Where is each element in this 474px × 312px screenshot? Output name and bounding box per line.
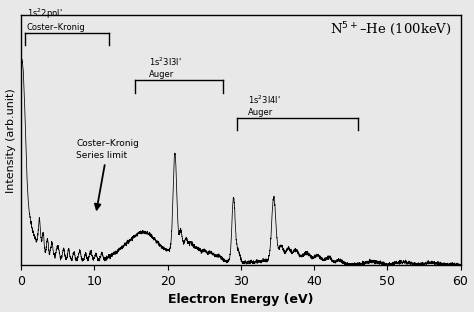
X-axis label: Electron Energy (eV): Electron Energy (eV) [168, 294, 314, 306]
Text: N$^{5+}$–He (100keV): N$^{5+}$–He (100keV) [330, 20, 452, 38]
Text: 1s$^2$3l4l'
Auger: 1s$^2$3l4l' Auger [248, 93, 281, 117]
Text: Coster–Kronig
Series limit: Coster–Kronig Series limit [76, 139, 139, 210]
Text: 1s$^2$2pnl'
Coster–Kronig: 1s$^2$2pnl' Coster–Kronig [27, 6, 86, 32]
Y-axis label: Intensity (arb.unit): Intensity (arb.unit) [6, 88, 16, 193]
Text: 1s$^2$3l3l'
Auger: 1s$^2$3l3l' Auger [149, 56, 182, 79]
